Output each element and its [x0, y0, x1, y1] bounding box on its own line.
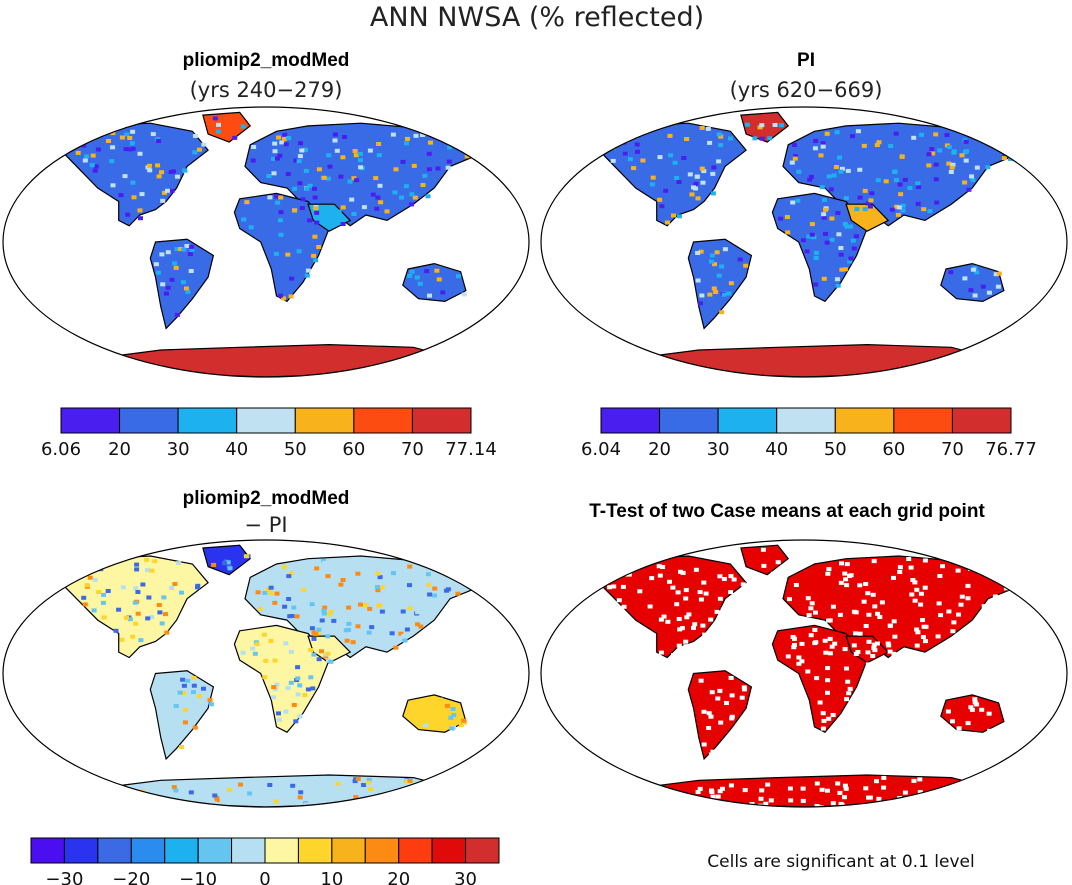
- map-2-north-america: [592, 122, 747, 227]
- colorbar-1-tick-label: 77.14: [445, 439, 497, 460]
- colorbar-3-swatch: [398, 837, 433, 864]
- colorbar-2-swatch: [834, 407, 895, 434]
- map-4-frame: [540, 539, 1068, 808]
- colorbar-3-swatch: [231, 837, 266, 864]
- map-panel-1: [2, 106, 530, 378]
- colorbar-2-tick-label: 70: [941, 439, 964, 460]
- map-panel-4: [540, 539, 1068, 808]
- colorbar-1-tick-label: 70: [401, 439, 424, 460]
- colorbar-1-tick-label: 6.06: [41, 439, 81, 460]
- map-4-africa: [771, 624, 868, 733]
- colorbar-2-swatch: [600, 407, 661, 434]
- panel-3-title: pliomip2_modMed: [183, 488, 350, 509]
- map-1-north-america: [54, 122, 209, 227]
- map-panel-2: [540, 106, 1068, 378]
- colorbar-2-swatch: [776, 407, 836, 434]
- colorbar-3-tick-label: 30: [454, 869, 477, 885]
- map-2-grid-texture: [610, 122, 1017, 315]
- colorbar-2-swatch: [951, 407, 1012, 434]
- colorbar-2-tick-label: 30: [707, 439, 730, 460]
- colorbar-3-swatch: [364, 837, 400, 864]
- colorbar-1-swatch: [411, 407, 472, 434]
- colorbar-3-swatch: [264, 837, 299, 864]
- colorbar-1-tick-label: 60: [342, 439, 365, 460]
- colorbar-3-swatch: [130, 837, 166, 864]
- map-3-frame: [2, 539, 530, 808]
- colorbar-3-tick-label: −20: [112, 869, 150, 885]
- colorbar-3-tick-label: 20: [387, 869, 410, 885]
- map-4-australia: [940, 694, 1005, 733]
- map-3-grid-texture: [59, 554, 474, 807]
- colorbar-1-tick-label: 20: [108, 439, 131, 460]
- significance-note: Cells are significant at 0.1 level: [707, 852, 974, 872]
- map-1-grid-texture: [68, 116, 478, 317]
- colorbar-3-tick-label: −30: [45, 869, 83, 885]
- colorbar-3-swatch: [30, 837, 65, 864]
- map-1-frame: [2, 106, 530, 378]
- colorbar-1-tick-label: 50: [284, 439, 307, 460]
- colorbar-2-tick-label: 50: [824, 439, 847, 460]
- map-3-south-america: [149, 670, 215, 761]
- colorbar-2-tick-label: 76.77: [985, 439, 1037, 460]
- colorbar-panel-1: 6.06 20 30 40 50 60 70 77.14: [41, 407, 497, 460]
- map-panel-3: [2, 539, 530, 808]
- colorbar-3-swatch: [297, 837, 333, 864]
- map-4-greenland: [740, 544, 790, 576]
- figure-title: ANN NWSA (% reflected): [370, 2, 704, 33]
- colorbar-2-tick-label: 6.04: [581, 439, 621, 460]
- colorbar-2-tick-label: 20: [648, 439, 671, 460]
- colorbar-3-swatch: [97, 837, 132, 864]
- panel-1-title: pliomip2_modMed: [183, 50, 350, 71]
- colorbar-1-swatch: [236, 407, 296, 434]
- colorbar-2-swatch: [893, 407, 953, 434]
- colorbar-3-swatch: [331, 837, 366, 864]
- map-4-north-america: [592, 555, 747, 659]
- colorbar-3-swatch: [465, 837, 500, 864]
- panel-2-subtitle: (yrs 620−669): [730, 78, 883, 102]
- colorbar-2-swatch: [717, 407, 778, 434]
- colorbar-1-tick-label: 30: [167, 439, 190, 460]
- map-2-frame: [540, 106, 1068, 378]
- colorbar-1-swatch: [177, 407, 238, 434]
- colorbar-panel-3: −30 −20 −10 0 10 20 30: [30, 837, 500, 885]
- colorbar-1-swatch: [119, 407, 179, 434]
- colorbar-3-swatch: [63, 837, 99, 864]
- colorbar-2-swatch: [659, 407, 719, 434]
- panel-4-title: T-Test of two Case means at each grid po…: [589, 501, 985, 522]
- colorbar-3-swatch: [197, 837, 233, 864]
- panel-1-subtitle: (yrs 240−279): [190, 78, 343, 102]
- colorbar-1-swatch: [294, 407, 355, 434]
- map-2-greenland: [740, 111, 790, 143]
- panel-2-title: PI: [797, 50, 815, 71]
- panel-3-subtitle: − PI: [244, 513, 287, 537]
- colorbar-3-tick-label: −10: [179, 869, 217, 885]
- map-3-africa: [233, 624, 330, 733]
- map-4-south-america: [687, 670, 753, 761]
- map-2-africa: [771, 192, 868, 303]
- map-2-south-america: [687, 238, 753, 330]
- colorbar-3-swatch: [164, 837, 199, 864]
- colorbar-3-swatch: [431, 837, 467, 864]
- colorbar-3-tick-label: 0: [259, 869, 270, 885]
- colorbar-3-tick-label: 10: [320, 869, 343, 885]
- colorbar-1-tick-label: 40: [225, 439, 248, 460]
- colorbar-2-tick-label: 40: [765, 439, 788, 460]
- colorbar-panel-2: 6.04 20 30 40 50 60 70 76.77: [581, 407, 1037, 460]
- colorbar-1-swatch: [353, 407, 413, 434]
- colorbar-2-tick-label: 60: [882, 439, 905, 460]
- map-1-australia: [402, 262, 467, 303]
- colorbar-1-swatch: [60, 407, 121, 434]
